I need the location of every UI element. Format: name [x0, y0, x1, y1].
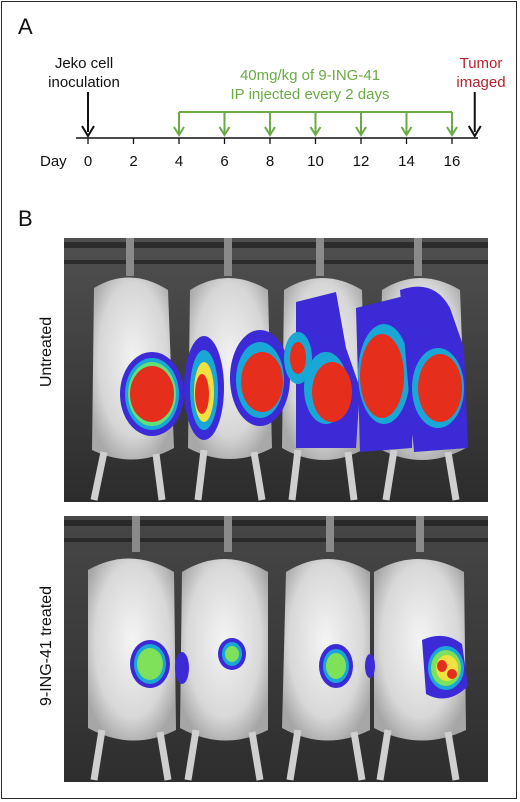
injection-arrowhead-day-8 — [264, 126, 276, 137]
treated-signal-2 — [218, 638, 246, 670]
injection-arrowhead-day-14 — [400, 126, 413, 137]
imaging-arrow-head — [467, 125, 482, 138]
tick-label-12: 12 — [353, 153, 370, 170]
untreated-bioluminescence-image — [64, 238, 488, 502]
treated-signal-3 — [319, 644, 375, 688]
untreated-signal-4 — [356, 286, 468, 452]
treated-group-label: 9-ING-41 treated — [38, 585, 55, 707]
tick-label-4: 4 — [175, 153, 183, 170]
tick-label-14: 14 — [398, 153, 415, 170]
injection-arrowhead-day-6 — [218, 126, 231, 137]
day-label: Day — [40, 153, 67, 170]
tick-label-0: 0 — [84, 153, 92, 170]
treated-signal-1 — [130, 640, 189, 688]
tick-label-10: 10 — [307, 153, 324, 170]
timeline-diagram: Day 0 2 4 6 8 10 12 14 16 — [40, 92, 482, 170]
tick-label-6: 6 — [220, 153, 228, 170]
untreated-signal-1 — [120, 352, 184, 436]
treated-bioluminescence-image — [64, 516, 488, 782]
imaging-label-line2: imaged — [456, 74, 506, 91]
injection-arrowhead-day-12 — [355, 126, 367, 137]
injection-arrowhead-day-4 — [173, 126, 185, 137]
treatment-label-line2: IP injected every 2 days — [230, 86, 390, 103]
injection-arrowhead-day-10 — [309, 126, 322, 137]
imaging-label: Tumor imaged — [446, 54, 516, 92]
untreated-group-label: Untreated — [38, 316, 55, 388]
panel-a-letter: A — [18, 14, 33, 39]
untreated-signal-3 — [284, 292, 360, 448]
treated-signal-4 — [422, 635, 468, 699]
tick-label-8: 8 — [266, 153, 274, 170]
treatment-label-line1: 40mg/kg of 9-ING-41 — [239, 67, 381, 84]
tick-label-16: 16 — [444, 153, 461, 170]
injection-arrowhead-day-16 — [446, 126, 458, 137]
inoculation-label-line2: inoculation — [48, 74, 120, 91]
treatment-label: 40mg/kg of 9-ING-41 IP injected every 2 … — [180, 66, 440, 104]
inoculation-label: Jeko cell inoculation — [34, 54, 134, 92]
panel-b-letter: B — [18, 206, 33, 231]
tick-label-2: 2 — [129, 153, 137, 170]
treated-mouse-1 — [88, 516, 176, 781]
untreated-signal-2 — [184, 330, 290, 440]
inoculation-label-line1: Jeko cell — [54, 55, 114, 72]
inoculation-arrow-head — [81, 125, 95, 138]
imaging-label-line1: Tumor — [459, 55, 503, 72]
